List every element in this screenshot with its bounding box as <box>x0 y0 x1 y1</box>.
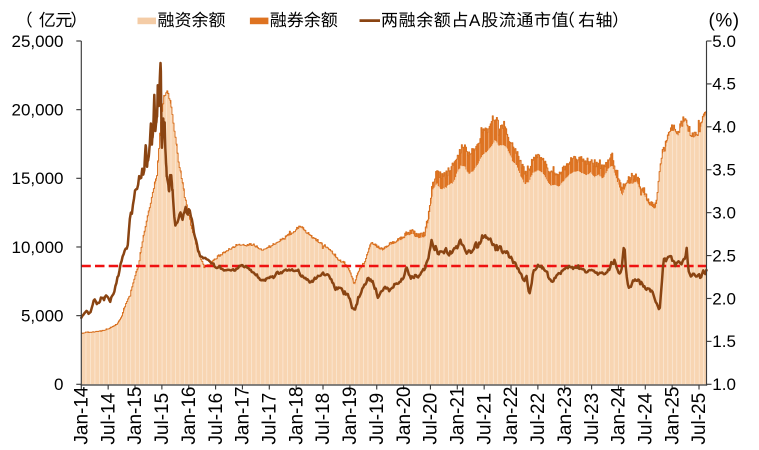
svg-text:Jul-17: Jul-17 <box>260 393 281 445</box>
svg-text:Jul-18: Jul-18 <box>313 393 334 445</box>
svg-text:Jan-17: Jan-17 <box>233 386 254 444</box>
svg-text:4.5: 4.5 <box>712 75 736 94</box>
svg-text:15,000: 15,000 <box>12 169 64 188</box>
svg-text:1.5: 1.5 <box>712 332 736 351</box>
svg-text:3.5: 3.5 <box>712 161 736 180</box>
svg-text:Jan-21: Jan-21 <box>448 386 469 444</box>
svg-text:Jul-25: Jul-25 <box>689 393 710 445</box>
svg-text:Jan-15: Jan-15 <box>125 386 146 444</box>
svg-text:Jul-19: Jul-19 <box>367 393 388 445</box>
svg-text:2.5: 2.5 <box>712 246 736 265</box>
svg-text:Jan-22: Jan-22 <box>501 386 522 444</box>
svg-text:Jan-20: Jan-20 <box>394 386 415 444</box>
svg-text:3.0: 3.0 <box>712 203 736 222</box>
svg-text:25,000: 25,000 <box>12 32 64 51</box>
svg-text:4.0: 4.0 <box>712 118 736 137</box>
svg-text:Jan-18: Jan-18 <box>286 386 307 444</box>
svg-text:Jul-20: Jul-20 <box>421 393 442 445</box>
svg-text:5.0: 5.0 <box>712 32 736 51</box>
svg-text:Jul-22: Jul-22 <box>528 393 549 445</box>
svg-text:Jul-15: Jul-15 <box>152 393 173 445</box>
svg-text:Jan-19: Jan-19 <box>340 386 361 444</box>
svg-text:Jan-25: Jan-25 <box>662 386 683 444</box>
svg-text:5,000: 5,000 <box>21 306 64 325</box>
svg-text:Jan-24: Jan-24 <box>609 386 630 445</box>
svg-text:(%): (%) <box>709 11 740 32</box>
svg-text:Jul-21: Jul-21 <box>474 393 495 445</box>
svg-text:20,000: 20,000 <box>12 100 64 119</box>
svg-text:10,000: 10,000 <box>12 238 64 257</box>
svg-text:A: A <box>469 11 481 30</box>
svg-text:Jan-23: Jan-23 <box>555 386 576 444</box>
svg-text:Jul-14: Jul-14 <box>98 392 119 444</box>
svg-text:2.0: 2.0 <box>712 289 736 308</box>
svg-text:0: 0 <box>54 375 63 394</box>
svg-text:Jan-14: Jan-14 <box>72 386 93 445</box>
svg-text:Jul-24: Jul-24 <box>636 392 657 444</box>
svg-text:Jan-16: Jan-16 <box>179 386 200 444</box>
svg-text:1.0: 1.0 <box>712 375 736 394</box>
svg-text:Jul-16: Jul-16 <box>206 393 227 445</box>
svg-text:Jul-23: Jul-23 <box>582 393 603 445</box>
